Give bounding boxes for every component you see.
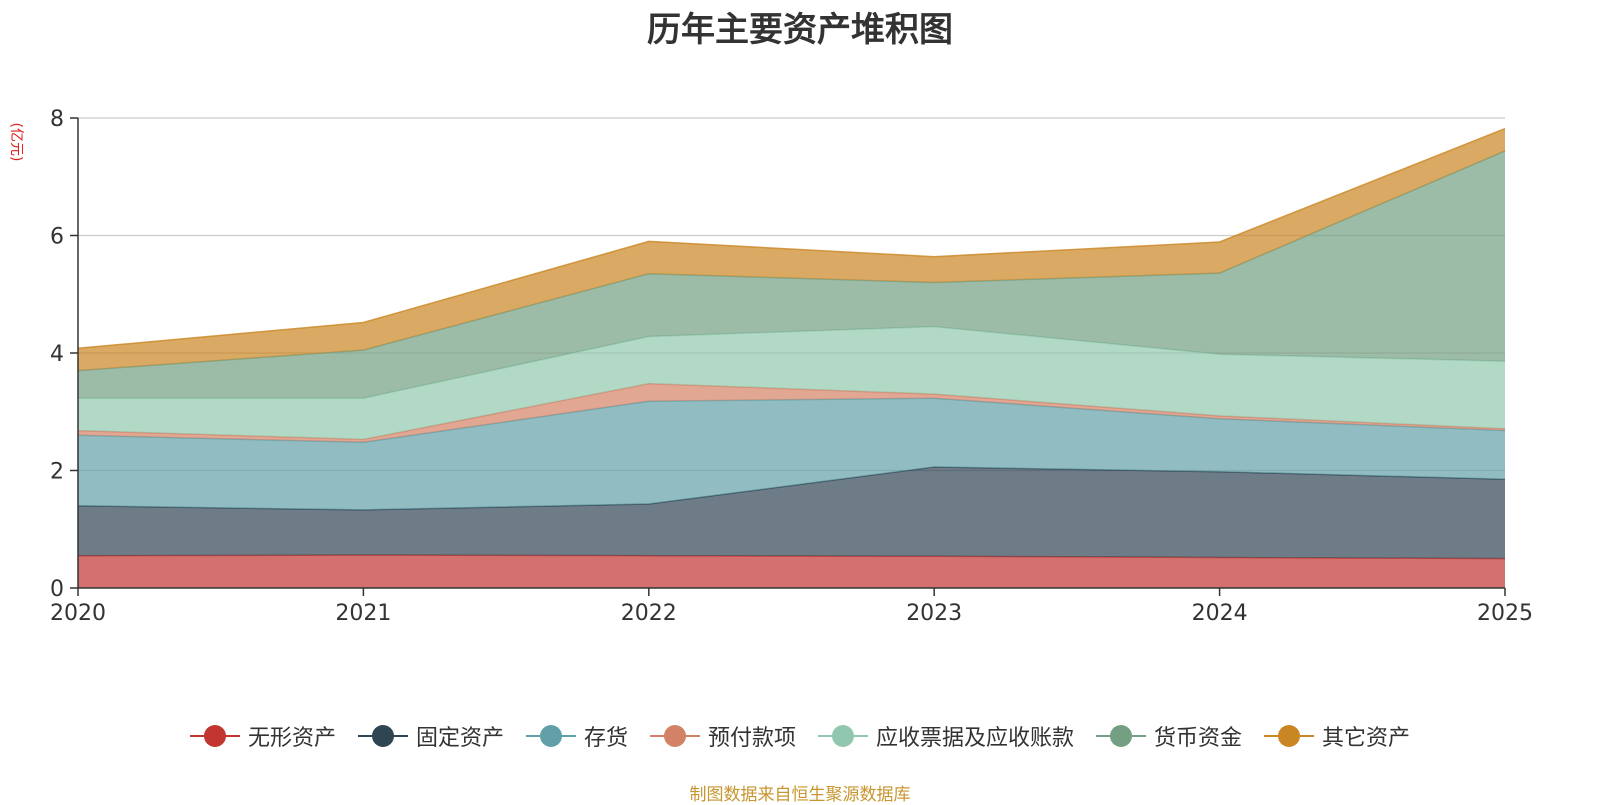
legend-label: 货币资金 <box>1154 726 1243 751</box>
legend-label: 存货 <box>583 726 628 751</box>
y-tick-label: 0 <box>50 577 64 602</box>
legend-item-1[interactable]: 固定资产 <box>357 720 504 752</box>
x-tick-label: 2024 <box>1192 601 1248 626</box>
y-tick-label: 6 <box>50 225 64 250</box>
legend-label: 其它资产 <box>1322 726 1411 751</box>
legend-marker-icon <box>1264 725 1315 747</box>
legend-item-6[interactable]: 其它资产 <box>1264 720 1410 752</box>
legend-marker-icon <box>649 725 700 747</box>
x-tick-label: 2021 <box>335 601 391 626</box>
area-series-2 <box>78 398 1505 510</box>
legend-item-0[interactable]: 无形资产 <box>189 720 336 752</box>
y-tick-label: 4 <box>50 342 64 367</box>
legend-item-5[interactable]: 货币资金 <box>1096 720 1242 752</box>
area-line-series-6 <box>77 127 1506 350</box>
data-source-note: 制图数据来自恒生聚源数据库 <box>689 785 911 805</box>
legend-item-2[interactable]: 存货 <box>525 720 628 752</box>
area-series-3 <box>78 383 1505 443</box>
area-series-4 <box>78 326 1505 440</box>
legend-label: 应收票据及应收账款 <box>876 726 1075 751</box>
legend-marker-icon <box>1096 725 1147 747</box>
stacked-areas <box>77 127 1506 588</box>
legend-marker-icon <box>189 725 240 747</box>
area-series-0 <box>78 555 1505 588</box>
legend-marker-icon <box>525 725 576 747</box>
legend: 无形资产 固定资产 存货 预付款项 应收票据及应收账款 货币资金 其它资产 <box>0 720 1600 752</box>
chart-title: 历年主要资产堆积图 <box>647 10 953 50</box>
y-tick-label: 8 <box>50 107 64 132</box>
legend-marker-icon <box>818 725 868 747</box>
legend-label: 固定资产 <box>415 726 504 751</box>
x-tick-label: 2023 <box>906 601 962 626</box>
y-tick-label: 2 <box>50 460 64 485</box>
legend-item-3[interactable]: 预付款项 <box>649 720 796 752</box>
area-series-1 <box>78 467 1505 559</box>
legend-marker-icon <box>357 725 408 747</box>
axes: 0 2 4 6 8 2020 2021 2022 2023 2024 2025 <box>50 107 1533 626</box>
x-tick-label: 2025 <box>1477 601 1533 626</box>
legend-label: 预付款项 <box>707 726 796 751</box>
x-tick-label: 2022 <box>621 601 677 626</box>
y-axis-label: (亿元) <box>8 123 24 162</box>
area-series-5 <box>78 150 1505 399</box>
legend-label: 无形资产 <box>247 726 336 751</box>
x-tick-label: 2020 <box>50 601 106 626</box>
legend-item-4[interactable]: 应收票据及应收账款 <box>818 720 1074 752</box>
